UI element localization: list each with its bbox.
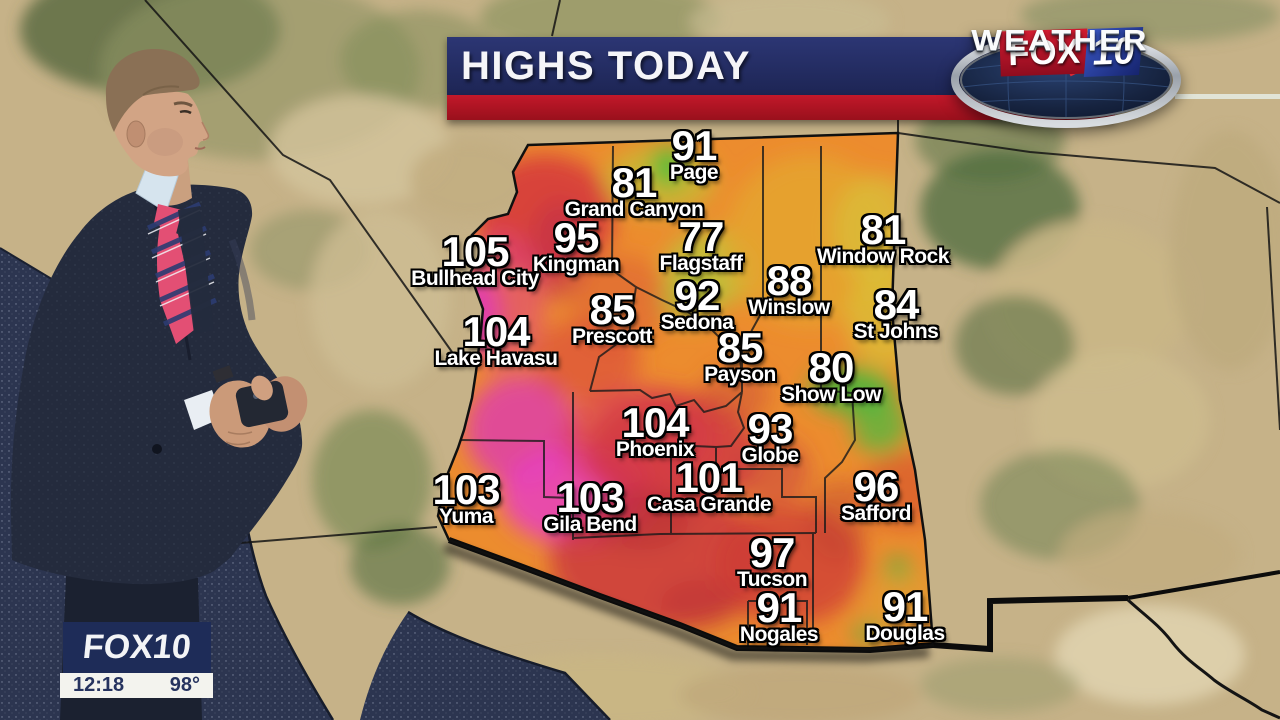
presenter-hands <box>184 365 308 448</box>
city-temp-value: 81 <box>860 206 907 253</box>
city-name: Yuma <box>438 505 494 528</box>
bug-temperature: 98° <box>169 674 200 696</box>
city-temp-value: 85 <box>717 324 764 371</box>
city-temp-value: 84 <box>873 281 920 328</box>
city-temp-value: 91 <box>756 584 803 631</box>
city-temp-value: 105 <box>441 228 509 275</box>
city-temp-value: 93 <box>747 405 794 452</box>
city-name: Page <box>669 161 719 184</box>
logo-accent-line <box>1175 94 1280 99</box>
city-temp-label: 91 Page <box>669 122 719 184</box>
arizona-heat-overlay <box>438 133 933 649</box>
city-temp-label: 85 Prescott <box>571 286 653 348</box>
city-temp-value: 80 <box>808 344 855 391</box>
city-temp-label: 93 Globe <box>741 405 799 467</box>
city-temp-value: 85 <box>589 286 636 333</box>
rio-grande-line <box>1126 598 1280 720</box>
city-name: Kingman <box>532 253 620 276</box>
state-border-lines <box>144 0 1280 544</box>
city-name: Gila Bend <box>543 513 637 536</box>
city-temp-label: 96 Safford <box>841 463 912 525</box>
city-temp-value: 96 <box>853 463 900 510</box>
presenter-face <box>114 91 209 177</box>
city-name: Lake Havasu <box>434 347 558 370</box>
city-name: Safford <box>841 502 912 525</box>
fox10-weather-logo: FOX 10 WEATHER <box>950 25 1186 131</box>
city-name: Tucson <box>736 568 808 591</box>
city-temp-label: 104 Phoenix <box>615 399 695 461</box>
city-name: Winslow <box>748 296 830 319</box>
city-temp-value: 103 <box>556 474 624 521</box>
presenter-eye <box>179 109 192 115</box>
city-temp-value: 88 <box>766 257 813 304</box>
city-name: Bullhead City <box>411 267 539 290</box>
city-temp-label: 81 Grand Canyon <box>564 159 704 221</box>
city-temp-value: 104 <box>621 399 689 446</box>
city-name: Sedona <box>660 311 734 334</box>
bug-time: 12:18 <box>73 674 125 696</box>
city-temp-label: 103 Yuma <box>432 466 500 528</box>
city-temp-label: 97 Tucson <box>736 529 808 591</box>
city-temp-value: 95 <box>553 214 600 261</box>
bug-info-bar: 12:18 98° <box>60 673 213 698</box>
presenter-head <box>105 48 210 177</box>
gulf-water <box>360 612 610 720</box>
city-temp-label: 80 Show Low <box>781 344 881 406</box>
city-name: Payson <box>704 363 776 386</box>
city-temp-label: 92 Sedona <box>660 272 734 334</box>
city-temp-value: 92 <box>674 272 721 319</box>
presenter-ear <box>126 120 146 148</box>
city-name: St Johns <box>853 320 939 343</box>
city-name: Phoenix <box>615 438 695 461</box>
city-name: Flagstaff <box>659 252 743 275</box>
city-name: Grand Canyon <box>564 198 704 221</box>
city-temp-label: 103 Gila Bend <box>543 474 637 536</box>
border-shadow <box>443 541 930 663</box>
city-temp-value: 81 <box>611 159 658 206</box>
logo-weather-text: WEATHER <box>971 25 1149 57</box>
city-name: Douglas <box>865 622 945 645</box>
city-temp-value: 91 <box>882 583 929 630</box>
city-temp-label: 81 Window Rock <box>817 206 949 268</box>
city-temp-label: 84 St Johns <box>853 281 939 343</box>
city-temp-label: 91 Nogales <box>739 584 819 646</box>
city-temp-value: 77 <box>678 213 725 260</box>
city-name: Nogales <box>739 623 819 646</box>
wrist-watch <box>212 365 234 383</box>
city-name: Window Rock <box>817 245 949 268</box>
logo-radar-grid <box>962 43 1170 117</box>
presenter-eyebrow <box>173 101 193 108</box>
city-name: Show Low <box>781 383 881 406</box>
bug-station-text: FOX10 <box>81 628 193 666</box>
presenter-mouth <box>194 146 206 150</box>
city-temp-label: 105 Bullhead City <box>411 228 539 290</box>
city-temp-value: 103 <box>432 466 500 513</box>
county-lines <box>460 145 857 646</box>
city-temp-label: 77 Flagstaff <box>659 213 743 275</box>
weather-presenter <box>10 48 308 720</box>
presenter-clicker <box>235 380 289 428</box>
arizona-outline <box>436 131 935 651</box>
city-temp-value: 101 <box>675 454 743 501</box>
city-temp-label: 95 Kingman <box>532 214 620 276</box>
city-temp-label: 101 Casa Grande <box>646 454 772 516</box>
bug-logo-box: FOX10 <box>63 622 211 673</box>
city-temp-label: 104 Lake Havasu <box>434 308 558 370</box>
city-temp-value: 91 <box>671 122 718 169</box>
city-temp-label: 91 Douglas <box>865 583 945 645</box>
city-temp-label: 85 Payson <box>704 324 776 386</box>
city-name: Casa Grande <box>646 493 772 516</box>
city-name: Prescott <box>571 325 653 348</box>
city-name: Globe <box>741 444 799 467</box>
city-temp-label: 88 Winslow <box>748 257 830 319</box>
city-temp-value: 97 <box>749 529 796 576</box>
city-temp-value: 104 <box>462 308 530 355</box>
suit-button <box>152 444 162 454</box>
banner-title: HIGHS TODAY <box>461 44 751 88</box>
mexico-border <box>932 595 1129 653</box>
